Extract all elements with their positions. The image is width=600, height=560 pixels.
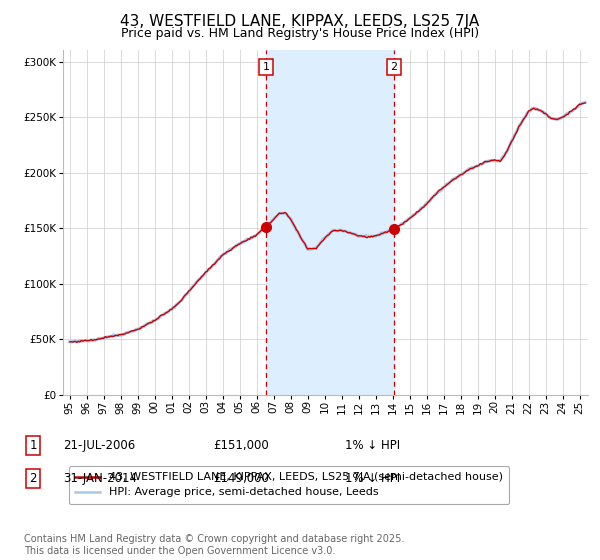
Text: 1: 1 <box>263 62 269 72</box>
Legend: 43, WESTFIELD LANE, KIPPAX, LEEDS, LS25 7JA (semi-detached house), HPI: Average : 43, WESTFIELD LANE, KIPPAX, LEEDS, LS25 … <box>68 466 509 504</box>
Text: 43, WESTFIELD LANE, KIPPAX, LEEDS, LS25 7JA: 43, WESTFIELD LANE, KIPPAX, LEEDS, LS25 … <box>121 14 479 29</box>
Text: 1% ↓ HPI: 1% ↓ HPI <box>345 438 400 452</box>
Text: £149,000: £149,000 <box>213 472 269 486</box>
Text: 2: 2 <box>391 62 398 72</box>
Text: 21-JUL-2006: 21-JUL-2006 <box>63 438 135 452</box>
Text: 2: 2 <box>29 472 37 486</box>
Text: Price paid vs. HM Land Registry's House Price Index (HPI): Price paid vs. HM Land Registry's House … <box>121 27 479 40</box>
Text: 1% ↓ HPI: 1% ↓ HPI <box>345 472 400 486</box>
Text: 1: 1 <box>29 438 37 452</box>
Bar <box>266 50 394 395</box>
Text: Contains HM Land Registry data © Crown copyright and database right 2025.
This d: Contains HM Land Registry data © Crown c… <box>24 534 404 556</box>
Text: 31-JAN-2014: 31-JAN-2014 <box>63 472 137 486</box>
Text: £151,000: £151,000 <box>213 438 269 452</box>
